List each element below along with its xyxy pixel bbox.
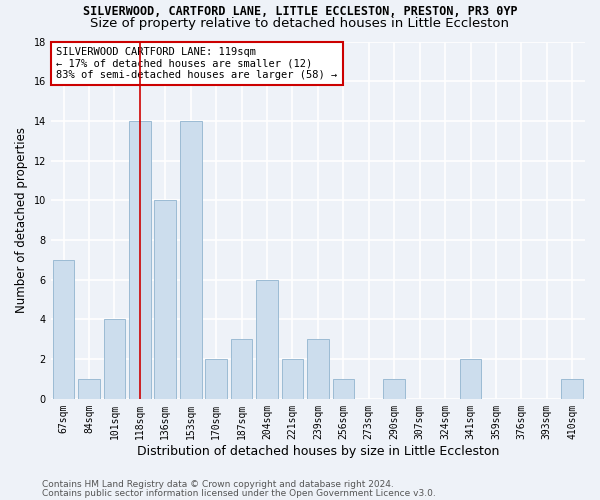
Bar [383,379,405,399]
Bar [180,121,202,399]
Bar [332,379,354,399]
Bar [78,379,100,399]
X-axis label: Distribution of detached houses by size in Little Eccleston: Distribution of detached houses by size … [137,444,499,458]
Y-axis label: Number of detached properties: Number of detached properties [15,127,28,313]
Text: Contains HM Land Registry data © Crown copyright and database right 2024.: Contains HM Land Registry data © Crown c… [42,480,394,489]
Text: SILVERWOOD, CARTFORD LANE, LITTLE ECCLESTON, PRESTON, PR3 0YP: SILVERWOOD, CARTFORD LANE, LITTLE ECCLES… [83,5,517,18]
Bar [460,359,481,399]
Bar [205,359,227,399]
Bar [231,340,253,399]
Bar [256,280,278,399]
Bar [104,320,125,399]
Text: Contains public sector information licensed under the Open Government Licence v3: Contains public sector information licen… [42,488,436,498]
Text: Size of property relative to detached houses in Little Eccleston: Size of property relative to detached ho… [91,18,509,30]
Bar [129,121,151,399]
Bar [562,379,583,399]
Bar [53,260,74,399]
Text: SILVERWOOD CARTFORD LANE: 119sqm
← 17% of detached houses are smaller (12)
83% o: SILVERWOOD CARTFORD LANE: 119sqm ← 17% o… [56,47,337,80]
Bar [154,200,176,399]
Bar [281,359,303,399]
Bar [307,340,329,399]
